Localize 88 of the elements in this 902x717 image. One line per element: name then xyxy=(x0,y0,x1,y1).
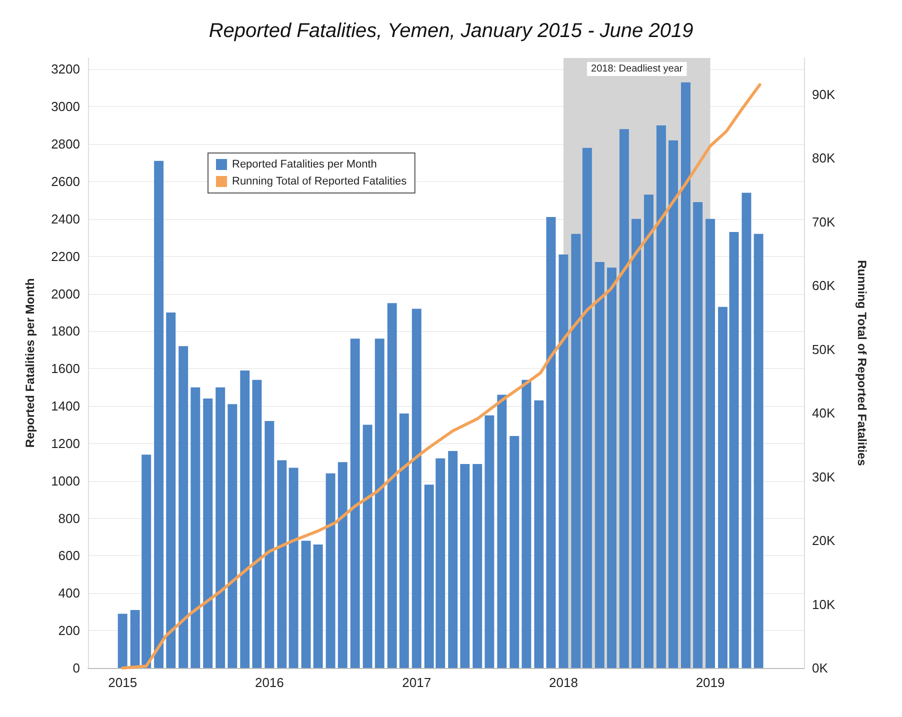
y2-tick-label: 0K xyxy=(812,660,828,676)
bar xyxy=(606,268,616,668)
bar xyxy=(742,192,752,668)
y2-tick-label: 80K xyxy=(812,150,836,166)
y2-tick-label: 50K xyxy=(812,342,836,357)
legend-label: Running Total of Reported Fatalities xyxy=(232,176,408,188)
bar xyxy=(754,234,764,668)
bar xyxy=(313,544,323,668)
bar xyxy=(546,217,556,668)
bar xyxy=(632,218,641,668)
bar xyxy=(264,421,274,668)
y2-tick-label: 70K xyxy=(812,214,836,230)
bar xyxy=(460,464,470,668)
bar xyxy=(582,148,592,668)
bar xyxy=(619,129,629,668)
legend-label: Reported Fatalities per Month xyxy=(232,158,377,170)
x-tick-label: 2018 xyxy=(548,675,578,690)
bar xyxy=(277,460,287,668)
bar xyxy=(522,380,532,668)
bar xyxy=(656,125,666,668)
x-tick-label: 2015 xyxy=(108,675,138,690)
bar xyxy=(301,540,311,668)
y2-axis-title: Running Total of Reported Fatalities xyxy=(855,260,869,466)
bar xyxy=(362,424,372,668)
bar xyxy=(729,232,739,668)
bar xyxy=(216,387,226,668)
bar xyxy=(374,338,384,668)
y-tick-label: 3000 xyxy=(51,99,80,114)
bar xyxy=(706,218,716,668)
bar xyxy=(288,468,298,668)
y-tick-label: 1600 xyxy=(51,361,80,376)
bar xyxy=(571,234,581,668)
bar xyxy=(252,380,262,668)
bar xyxy=(681,82,690,668)
bar xyxy=(240,370,250,668)
y-axis-title: Reported Fatalities per Month xyxy=(23,278,37,448)
bar xyxy=(644,194,654,668)
y-tick-label: 0 xyxy=(72,660,80,676)
bar xyxy=(166,312,176,668)
y-tick-label: 2200 xyxy=(51,248,80,264)
bar xyxy=(154,160,164,668)
band-label: 2018: Deadliest year xyxy=(591,64,684,74)
bar xyxy=(350,338,360,668)
y-tick-label: 400 xyxy=(58,586,80,601)
y2-tick-label: 40K xyxy=(812,406,836,421)
bar xyxy=(118,614,128,668)
y-tick-label: 1200 xyxy=(51,436,80,451)
y2-tick-label: 90K xyxy=(812,86,836,102)
bar xyxy=(693,202,703,668)
bar xyxy=(510,436,520,668)
bar xyxy=(472,464,482,668)
x-tick-label: 2017 xyxy=(402,675,432,690)
y-tick-label: 2000 xyxy=(51,286,80,302)
bar xyxy=(412,308,422,668)
bar xyxy=(228,404,238,668)
y2-tick-label: 60K xyxy=(812,278,836,294)
bar xyxy=(203,398,213,668)
bar xyxy=(718,306,728,668)
y2-tick-label: 30K xyxy=(812,469,836,484)
y-tick-label: 2600 xyxy=(51,174,80,189)
y-tick-label: 200 xyxy=(58,623,80,638)
y-tick-label: 2400 xyxy=(51,211,80,226)
bar xyxy=(326,473,336,668)
bar xyxy=(484,415,494,668)
y-tick-label: 600 xyxy=(58,548,80,564)
bar xyxy=(534,400,544,668)
x-tick-label: 2016 xyxy=(254,675,284,690)
y-tick-label: 1400 xyxy=(51,398,80,414)
chart-title: Reported Fatalities, Yemen, January 2015 - June 2019 xyxy=(208,20,694,42)
y-tick-label: 1000 xyxy=(51,473,80,488)
bar xyxy=(387,303,397,668)
bar xyxy=(448,450,458,668)
bar xyxy=(668,140,678,668)
y-tick-label: 2800 xyxy=(51,136,80,152)
x-tick-label: 2019 xyxy=(696,675,725,690)
bar xyxy=(338,462,348,668)
y2-tick-label: 10K xyxy=(812,596,836,612)
line-series xyxy=(121,83,762,670)
bar xyxy=(399,414,409,668)
y-tick-label: 3200 xyxy=(51,62,80,77)
bar xyxy=(178,346,188,668)
bar xyxy=(558,254,568,668)
bar xyxy=(594,262,604,668)
y-tick-label: 800 xyxy=(58,510,80,526)
y2-tick-label: 20K xyxy=(812,533,836,548)
bar xyxy=(190,387,200,668)
bar xyxy=(497,394,507,668)
y-tick-label: 1800 xyxy=(51,324,80,339)
